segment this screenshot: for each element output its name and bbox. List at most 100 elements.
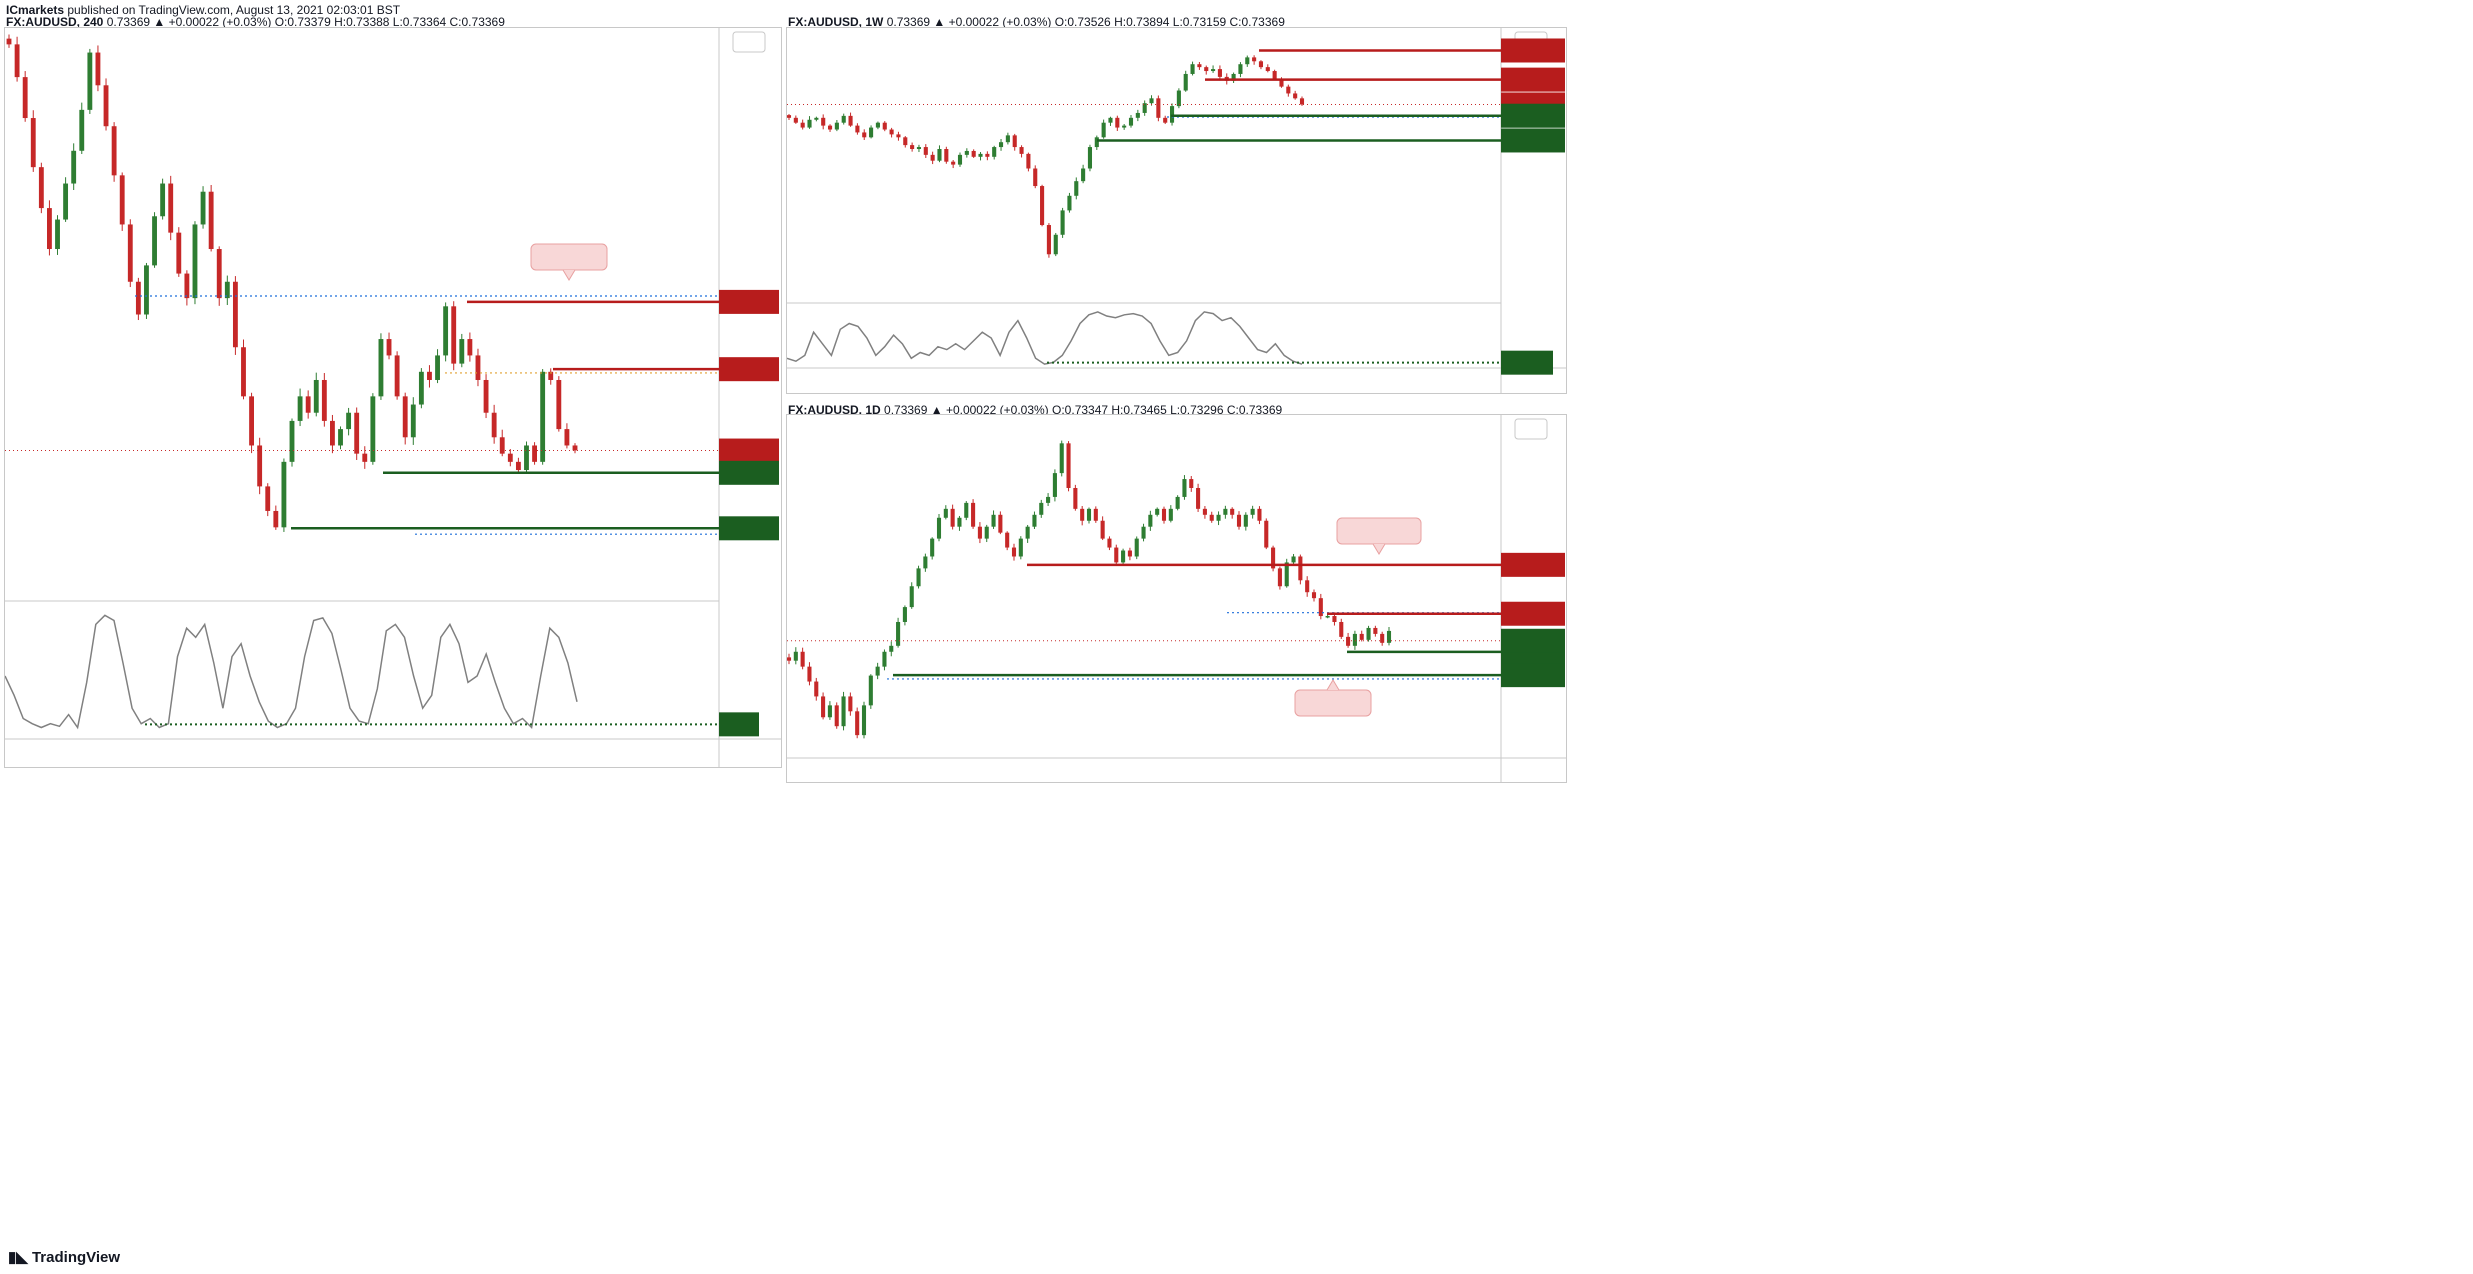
candle-body — [1059, 443, 1064, 474]
candle-body — [1175, 496, 1180, 509]
candle-body — [1176, 90, 1181, 107]
candle-body — [378, 339, 384, 397]
candle-body — [176, 232, 182, 274]
level-tag — [719, 357, 779, 382]
h4-chart-svg[interactable] — [4, 28, 781, 767]
candle-body — [916, 568, 921, 587]
candle-body — [1250, 508, 1255, 515]
candle-body — [354, 412, 360, 454]
candle-body — [889, 645, 894, 652]
publisher-name[interactable]: ICmarkets — [6, 3, 65, 17]
candle-body — [1223, 508, 1228, 515]
candle-body — [814, 681, 819, 697]
candle-body — [834, 122, 839, 130]
candle-body — [1216, 514, 1221, 521]
candle-body — [1019, 147, 1024, 154]
candle-body — [1161, 508, 1167, 521]
candle-body — [807, 666, 812, 682]
candle-body — [1386, 630, 1392, 643]
candle-body — [1169, 106, 1175, 123]
candle-body — [1142, 103, 1147, 113]
candle-body — [224, 281, 230, 299]
candle-body — [1217, 69, 1222, 77]
candle-body — [1101, 122, 1106, 138]
candle-body — [1318, 598, 1323, 617]
candle-body — [964, 502, 969, 518]
candle-body — [821, 696, 826, 718]
w1-ohlc: 0.73369 ▲ +0.00022 (+0.03%) O:0.73526 H:… — [886, 15, 1285, 29]
candle-body — [338, 429, 343, 446]
candle-body — [257, 445, 263, 487]
candle-body — [1168, 508, 1173, 521]
publisher-line: ICmarkets published on TradingView.com, … — [6, 3, 400, 17]
candle-body — [1032, 514, 1037, 527]
h4-header: FX:AUDUSD, 240 0.73369 ▲ +0.00022 (+0.03… — [6, 15, 505, 29]
candle-body — [427, 371, 432, 380]
candle-body — [1238, 64, 1243, 74]
weekly-resistance-callout-pointer — [1372, 543, 1386, 555]
candle-body — [1033, 168, 1038, 187]
candle-body — [862, 132, 867, 138]
candle-body — [1257, 508, 1262, 521]
candle-body — [998, 142, 1004, 148]
candle-body — [951, 161, 956, 165]
candle-body — [1052, 473, 1057, 497]
candle-body — [321, 379, 327, 421]
level-tag — [1501, 552, 1565, 577]
candle-body — [443, 306, 449, 356]
candle-body — [281, 461, 287, 528]
candle-body — [144, 265, 149, 315]
candle-body — [841, 696, 846, 727]
candle-body — [861, 705, 867, 736]
candle-body — [491, 412, 497, 438]
candle-body — [868, 675, 873, 706]
candle-body — [184, 273, 190, 299]
candle-body — [1339, 621, 1344, 637]
candle-body — [1277, 568, 1282, 587]
candle-body — [964, 150, 969, 155]
candle-body — [160, 183, 166, 217]
candle-body — [475, 355, 481, 380]
candle-body — [232, 281, 238, 348]
candle-body — [402, 396, 408, 438]
h4-symbol: FX:AUDUSD, 240 — [6, 15, 104, 29]
candle-body — [1108, 117, 1113, 123]
candle-body — [135, 281, 141, 315]
candle-body — [386, 339, 392, 356]
candle-body — [451, 306, 457, 364]
w1-chart-svg[interactable] — [786, 28, 1566, 393]
candle-body — [957, 517, 962, 527]
candle-body — [111, 126, 117, 176]
candle-body — [1121, 550, 1126, 563]
candle-body — [1197, 64, 1202, 68]
w1-panel[interactable] — [786, 27, 1567, 394]
candle-body — [297, 396, 303, 421]
candle-body — [1122, 125, 1127, 128]
candle-body — [540, 371, 546, 462]
candle-body — [971, 150, 976, 157]
candle-body — [1202, 508, 1207, 515]
candle-body — [855, 711, 860, 736]
candle-body — [1128, 117, 1134, 126]
candle-body — [249, 396, 254, 446]
candle-body — [6, 38, 12, 45]
candle-body — [1204, 67, 1209, 72]
candle-body — [1211, 69, 1216, 72]
candle-body — [1245, 57, 1250, 65]
currency-badge — [1514, 418, 1548, 440]
daily-resistance-callout-box — [530, 243, 608, 271]
stoch-value-tag — [1501, 350, 1553, 375]
level-tag — [1501, 601, 1565, 626]
candle-body — [1018, 538, 1023, 557]
candle-body — [1236, 514, 1242, 527]
candle-body — [1189, 479, 1194, 488]
d1-panel[interactable] — [786, 414, 1567, 783]
tradingview-logo[interactable]: ▮◣ TradingView — [8, 1248, 120, 1266]
d1-symbol: FX:AUDUSD, 1D — [788, 403, 881, 417]
candle-body — [1039, 502, 1044, 515]
d1-chart-svg[interactable] — [786, 415, 1566, 782]
h4-panel[interactable] — [4, 27, 782, 768]
level-tag — [1501, 67, 1565, 92]
level-tag — [719, 289, 779, 314]
candle-body — [1299, 98, 1305, 105]
